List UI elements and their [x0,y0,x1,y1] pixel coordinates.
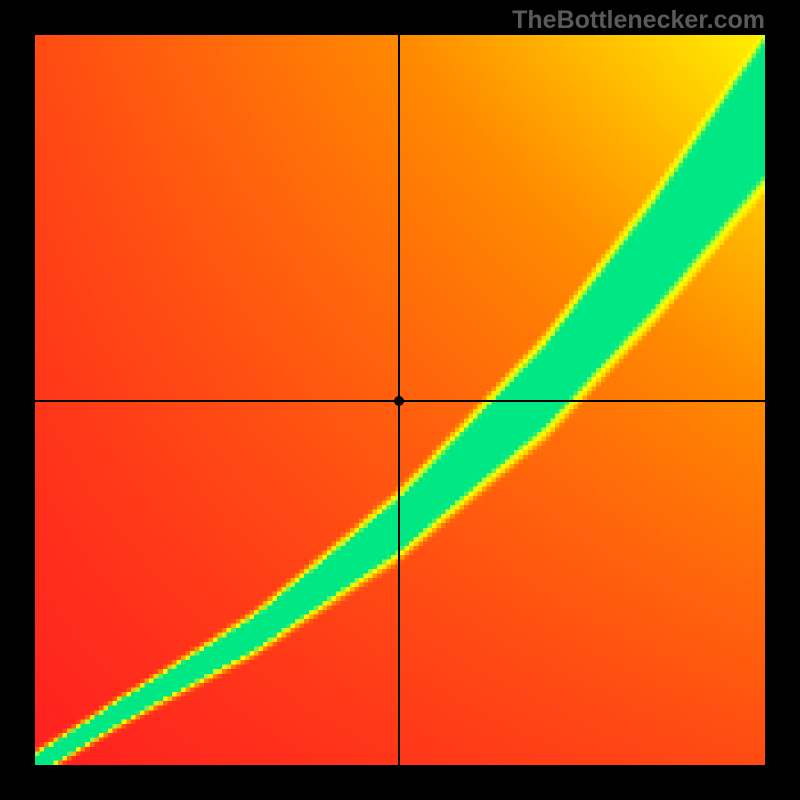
crosshair-marker [394,396,404,406]
watermark-text: TheBottlenecker.com [512,6,765,35]
chart-container: { "watermark": { "text": "TheBottlenecke… [0,0,800,800]
bottleneck-heatmap [35,35,765,765]
